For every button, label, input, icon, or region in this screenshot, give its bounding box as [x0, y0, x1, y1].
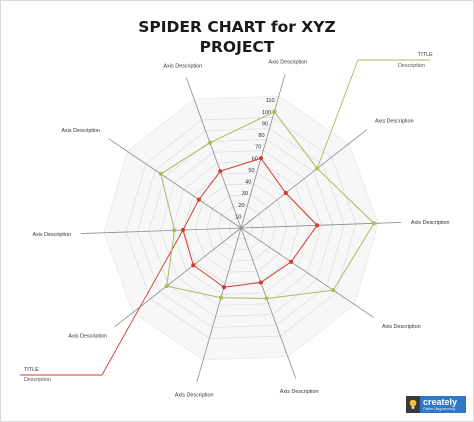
series-1-point	[218, 295, 224, 300]
logo-name: creately	[423, 397, 458, 407]
axis-label: Axis Description	[61, 128, 100, 134]
tick-label: 40	[245, 180, 251, 186]
logo-tagline: Online Diagramming	[423, 407, 455, 411]
chart-title-line-1: SPIDER CHART for XYZ	[138, 18, 336, 36]
series-1-point	[371, 221, 377, 226]
series-1-point	[158, 171, 163, 177]
axis-spoke	[240, 74, 286, 229]
callout-line-1	[316, 59, 430, 169]
callout-description: Description	[398, 63, 425, 69]
series-2-point	[218, 169, 223, 174]
tick-label: 20	[238, 203, 244, 209]
axis-label: Axis Description	[280, 389, 319, 395]
series-1-point	[272, 109, 277, 114]
callout-line-2	[20, 229, 184, 376]
tick-label: 100	[262, 110, 271, 116]
axis-spoke	[81, 227, 242, 234]
axis-spoke	[185, 77, 242, 229]
axis-spoke	[240, 129, 368, 229]
chart-title-line-2: PROJECT	[199, 38, 275, 56]
series-2-point	[258, 280, 263, 285]
series-1-point	[331, 288, 336, 293]
tick-label: 70	[255, 145, 261, 151]
series-1-point	[172, 228, 177, 233]
lightbulb-icon	[406, 396, 420, 413]
series-2-point	[196, 197, 201, 202]
tick-label: 110	[266, 98, 275, 104]
tick-label: 60	[252, 156, 258, 162]
series-2-point	[289, 259, 294, 264]
axis-label: Axis Description	[269, 60, 308, 66]
series-2-point	[221, 285, 227, 290]
axis-label: Axis Description	[32, 232, 71, 238]
series-2-point	[258, 156, 264, 161]
axis-label: Axis Description	[382, 324, 421, 330]
series-2-point	[283, 190, 288, 196]
axis-spoke	[196, 227, 242, 382]
series-2-point	[180, 227, 186, 233]
axis-label: Axis Description	[411, 220, 450, 226]
axis-spoke	[240, 227, 297, 379]
axis-label: Axis Description	[164, 63, 203, 69]
axis-label: Axis Description	[68, 334, 107, 340]
series-1-point	[164, 283, 169, 289]
callout-description: Description	[24, 377, 51, 383]
series-2-point	[315, 223, 320, 228]
series-2-point	[191, 263, 196, 268]
callout-title: TITLE	[418, 52, 433, 58]
axis-label: Axis Description	[375, 118, 414, 124]
callout-title: TITLE	[24, 367, 39, 373]
axis-spoke	[114, 227, 242, 327]
tick-label: 50	[248, 168, 254, 174]
tick-label: 80	[258, 133, 264, 139]
creately-logo: creately Online Diagramming	[406, 396, 466, 413]
axis-spoke	[240, 227, 374, 318]
series-1-point	[264, 296, 269, 301]
axis-spoke	[108, 138, 242, 229]
series-1-point	[207, 140, 213, 145]
tick-label: 10	[235, 214, 241, 220]
series-1-point	[315, 166, 320, 171]
tick-label: 90	[262, 121, 268, 127]
chart-title: SPIDER CHART for XYZ PROJECT	[0, 17, 474, 57]
tick-label: 30	[242, 191, 248, 197]
axis-label: Axis Description	[175, 392, 214, 398]
